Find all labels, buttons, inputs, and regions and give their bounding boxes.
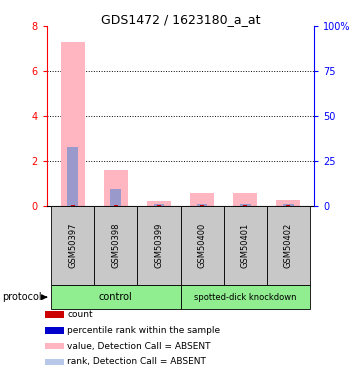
Bar bbox=[45, 311, 64, 318]
Bar bbox=[180, 206, 223, 285]
Bar bbox=[180, 285, 310, 309]
Bar bbox=[138, 206, 180, 285]
Text: rank, Detection Call = ABSENT: rank, Detection Call = ABSENT bbox=[67, 357, 206, 366]
Text: GSM50400: GSM50400 bbox=[197, 223, 206, 268]
Bar bbox=[51, 206, 94, 285]
Bar bbox=[197, 204, 208, 206]
Text: value, Detection Call = ABSENT: value, Detection Call = ABSENT bbox=[67, 342, 210, 351]
Bar bbox=[283, 204, 293, 206]
Text: GSM50399: GSM50399 bbox=[155, 223, 164, 268]
Text: count: count bbox=[67, 310, 93, 319]
Bar bbox=[61, 42, 84, 206]
Bar bbox=[223, 206, 267, 285]
Text: spotted-dick knockdown: spotted-dick knockdown bbox=[194, 292, 296, 302]
Bar bbox=[240, 204, 251, 206]
Bar bbox=[104, 170, 128, 206]
Bar bbox=[267, 206, 310, 285]
Text: protocol: protocol bbox=[2, 292, 42, 302]
Text: GSM50397: GSM50397 bbox=[68, 223, 77, 268]
Bar bbox=[233, 193, 257, 206]
Text: percentile rank within the sample: percentile rank within the sample bbox=[67, 326, 220, 335]
Bar bbox=[68, 147, 78, 206]
Bar bbox=[110, 189, 121, 206]
Bar bbox=[45, 358, 64, 365]
Text: GSM50402: GSM50402 bbox=[284, 223, 293, 268]
Text: GSM50398: GSM50398 bbox=[112, 223, 120, 268]
Text: GDS1472 / 1623180_a_at: GDS1472 / 1623180_a_at bbox=[101, 13, 260, 26]
Bar bbox=[147, 201, 171, 206]
Bar bbox=[190, 193, 214, 206]
Bar bbox=[153, 204, 164, 206]
Bar bbox=[51, 285, 180, 309]
Bar bbox=[277, 200, 300, 206]
Text: GSM50401: GSM50401 bbox=[241, 223, 249, 268]
Bar bbox=[45, 327, 64, 334]
Text: control: control bbox=[99, 292, 133, 302]
Bar bbox=[94, 206, 138, 285]
Bar bbox=[45, 343, 64, 350]
